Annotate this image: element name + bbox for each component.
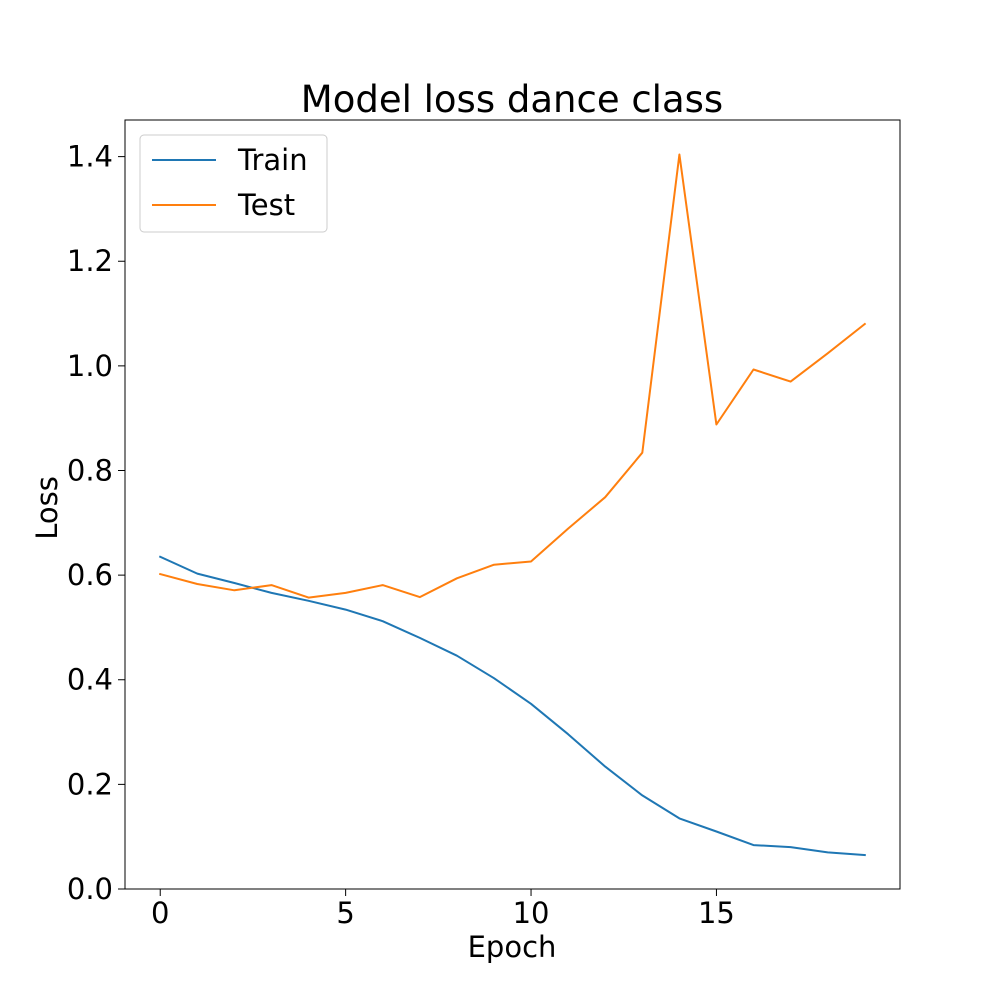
- y-tick-label: 1.2: [67, 244, 113, 278]
- x-tick-label: 0: [151, 896, 169, 930]
- legend-label-test: Test: [237, 188, 295, 222]
- y-tick-label: 0.8: [67, 453, 113, 487]
- chart-title: Model loss dance class: [301, 78, 723, 121]
- x-tick-label: 10: [513, 896, 550, 930]
- y-tick-label: 1.4: [67, 140, 113, 174]
- y-tick-label: 0.0: [67, 872, 113, 906]
- y-tick-label: 1.0: [67, 349, 113, 383]
- x-tick-label: 15: [698, 896, 735, 930]
- x-axis-label: Epoch: [468, 930, 557, 964]
- series-line-test: [158, 153, 867, 599]
- plot-area: 0 5 10 15 0.0 0.2 0.4 0.6 0.8 1.0 1.2 1.4 Train Test: [67, 119, 901, 930]
- axes-frame: [124, 119, 901, 890]
- y-axis-label: Loss: [30, 476, 64, 540]
- y-tick-label: 0.4: [67, 663, 113, 697]
- legend-label-train: Train: [237, 143, 308, 177]
- x-tick-label: 5: [336, 896, 354, 930]
- series-line-train: [158, 555, 866, 857]
- y-tick-label: 0.2: [67, 767, 113, 801]
- y-tick-label: 0.6: [67, 558, 113, 592]
